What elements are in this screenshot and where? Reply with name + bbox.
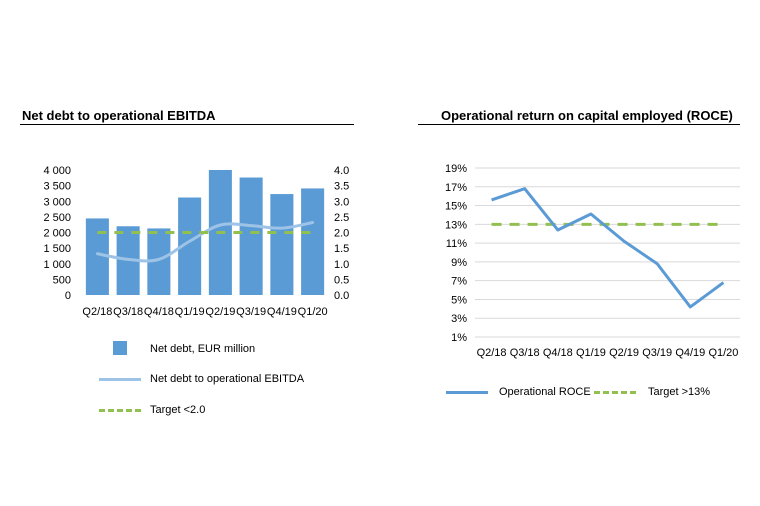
y-tick-label: 3 000 [43, 196, 71, 208]
x-tick-label: Q2/18 [477, 347, 507, 359]
bar-net-debt [301, 188, 325, 295]
right-title-rule [418, 124, 740, 125]
y-tick-label: 3% [451, 313, 467, 325]
y-tick-label: 13% [445, 219, 467, 231]
legend-label-target-left: Target <2.0 [150, 404, 206, 416]
x-tick-label: Q2/19 [609, 347, 639, 359]
x-tick-label: Q2/19 [205, 306, 235, 318]
bar-net-debt [85, 218, 109, 295]
y-tick-label: 1% [451, 332, 467, 344]
x-tick-label: Q1/20 [298, 306, 328, 318]
legend-swatch-target-left [99, 409, 141, 412]
legend-swatch-ratio [99, 378, 141, 381]
legend-label-target-right: Target >13% [648, 386, 711, 398]
y-tick-label: 5% [451, 294, 467, 306]
bar-net-debt [147, 228, 171, 295]
y2-tick-label: 2.5 [334, 212, 349, 224]
y-tick-label: 7% [451, 276, 467, 288]
roce-chart: 1% 3% 5% 7% 9% 11% 13% 15% 17% 19% Q2/18 Q3/18 Q4/18… [445, 163, 740, 359]
x-tick-label: Q1/20 [708, 347, 738, 359]
legend-swatch-net-debt [113, 341, 127, 355]
y-tick-label: 9% [451, 257, 467, 269]
bar-net-debt [270, 194, 294, 295]
y2-tick-label: 0.5 [334, 274, 349, 286]
left-title-rule [20, 124, 354, 125]
y2-tick-label: 4.0 [334, 165, 349, 177]
x-tick-label: Q4/19 [675, 347, 705, 359]
y2-tick-label: 1.5 [334, 243, 349, 255]
y-tick-label: 2 000 [43, 228, 71, 240]
x-tick-label: Q1/19 [576, 347, 606, 359]
left-chart-title: Net debt to operational EBITDA [22, 108, 216, 123]
y-tick-label: 11% [446, 238, 467, 250]
y-tick-label: 1 000 [43, 259, 71, 271]
y2-tick-label: 3.5 [334, 181, 349, 193]
net-debt-chart: 0 500 1 000 1 500 2 000 2 500 3 000 3 500 4 000 0… [43, 165, 349, 318]
legend-swatch-target-right [594, 391, 636, 394]
y2-tick-label: 2.0 [334, 228, 349, 240]
legend-label-ratio: Net debt to operational EBITDA [150, 373, 305, 385]
y-tick-label: 500 [53, 274, 71, 286]
bar-net-debt [239, 177, 263, 295]
y-tick-label: 4 000 [43, 165, 71, 177]
y-tick-label: 3 500 [43, 181, 71, 193]
bar-net-debt [178, 197, 202, 295]
x-tick-label: Q3/18 [113, 306, 143, 318]
y-tick-label: 2 500 [43, 212, 71, 224]
y2-tick-label: 3.0 [334, 196, 349, 208]
x-tick-label: Q3/19 [236, 306, 266, 318]
series-line-roce [491, 187, 725, 309]
x-tick-label: Q1/19 [175, 306, 205, 318]
y-tick-label: 1 500 [43, 243, 71, 255]
y-tick-label: 19% [445, 163, 467, 175]
legend-swatch-roce [446, 391, 488, 394]
right-chart-title: Operational return on capital employed (… [441, 108, 733, 123]
legend-label-net-debt: Net debt, EUR million [150, 343, 256, 355]
x-tick-label: Q3/18 [510, 347, 540, 359]
x-tick-label: Q4/18 [144, 306, 174, 318]
y2-tick-label: 1.0 [334, 259, 349, 271]
x-tick-label: Q2/18 [82, 306, 112, 318]
y-tick-label: 0 [65, 290, 71, 302]
y-tick-label: 17% [445, 182, 467, 194]
legend-label-roce: Operational ROCE [499, 386, 591, 398]
x-tick-label: Q3/19 [642, 347, 672, 359]
x-tick-label: Q4/18 [543, 347, 573, 359]
x-tick-label: Q4/19 [267, 306, 297, 318]
y-tick-label: 15% [445, 201, 467, 213]
y2-tick-label: 0.0 [334, 290, 349, 302]
